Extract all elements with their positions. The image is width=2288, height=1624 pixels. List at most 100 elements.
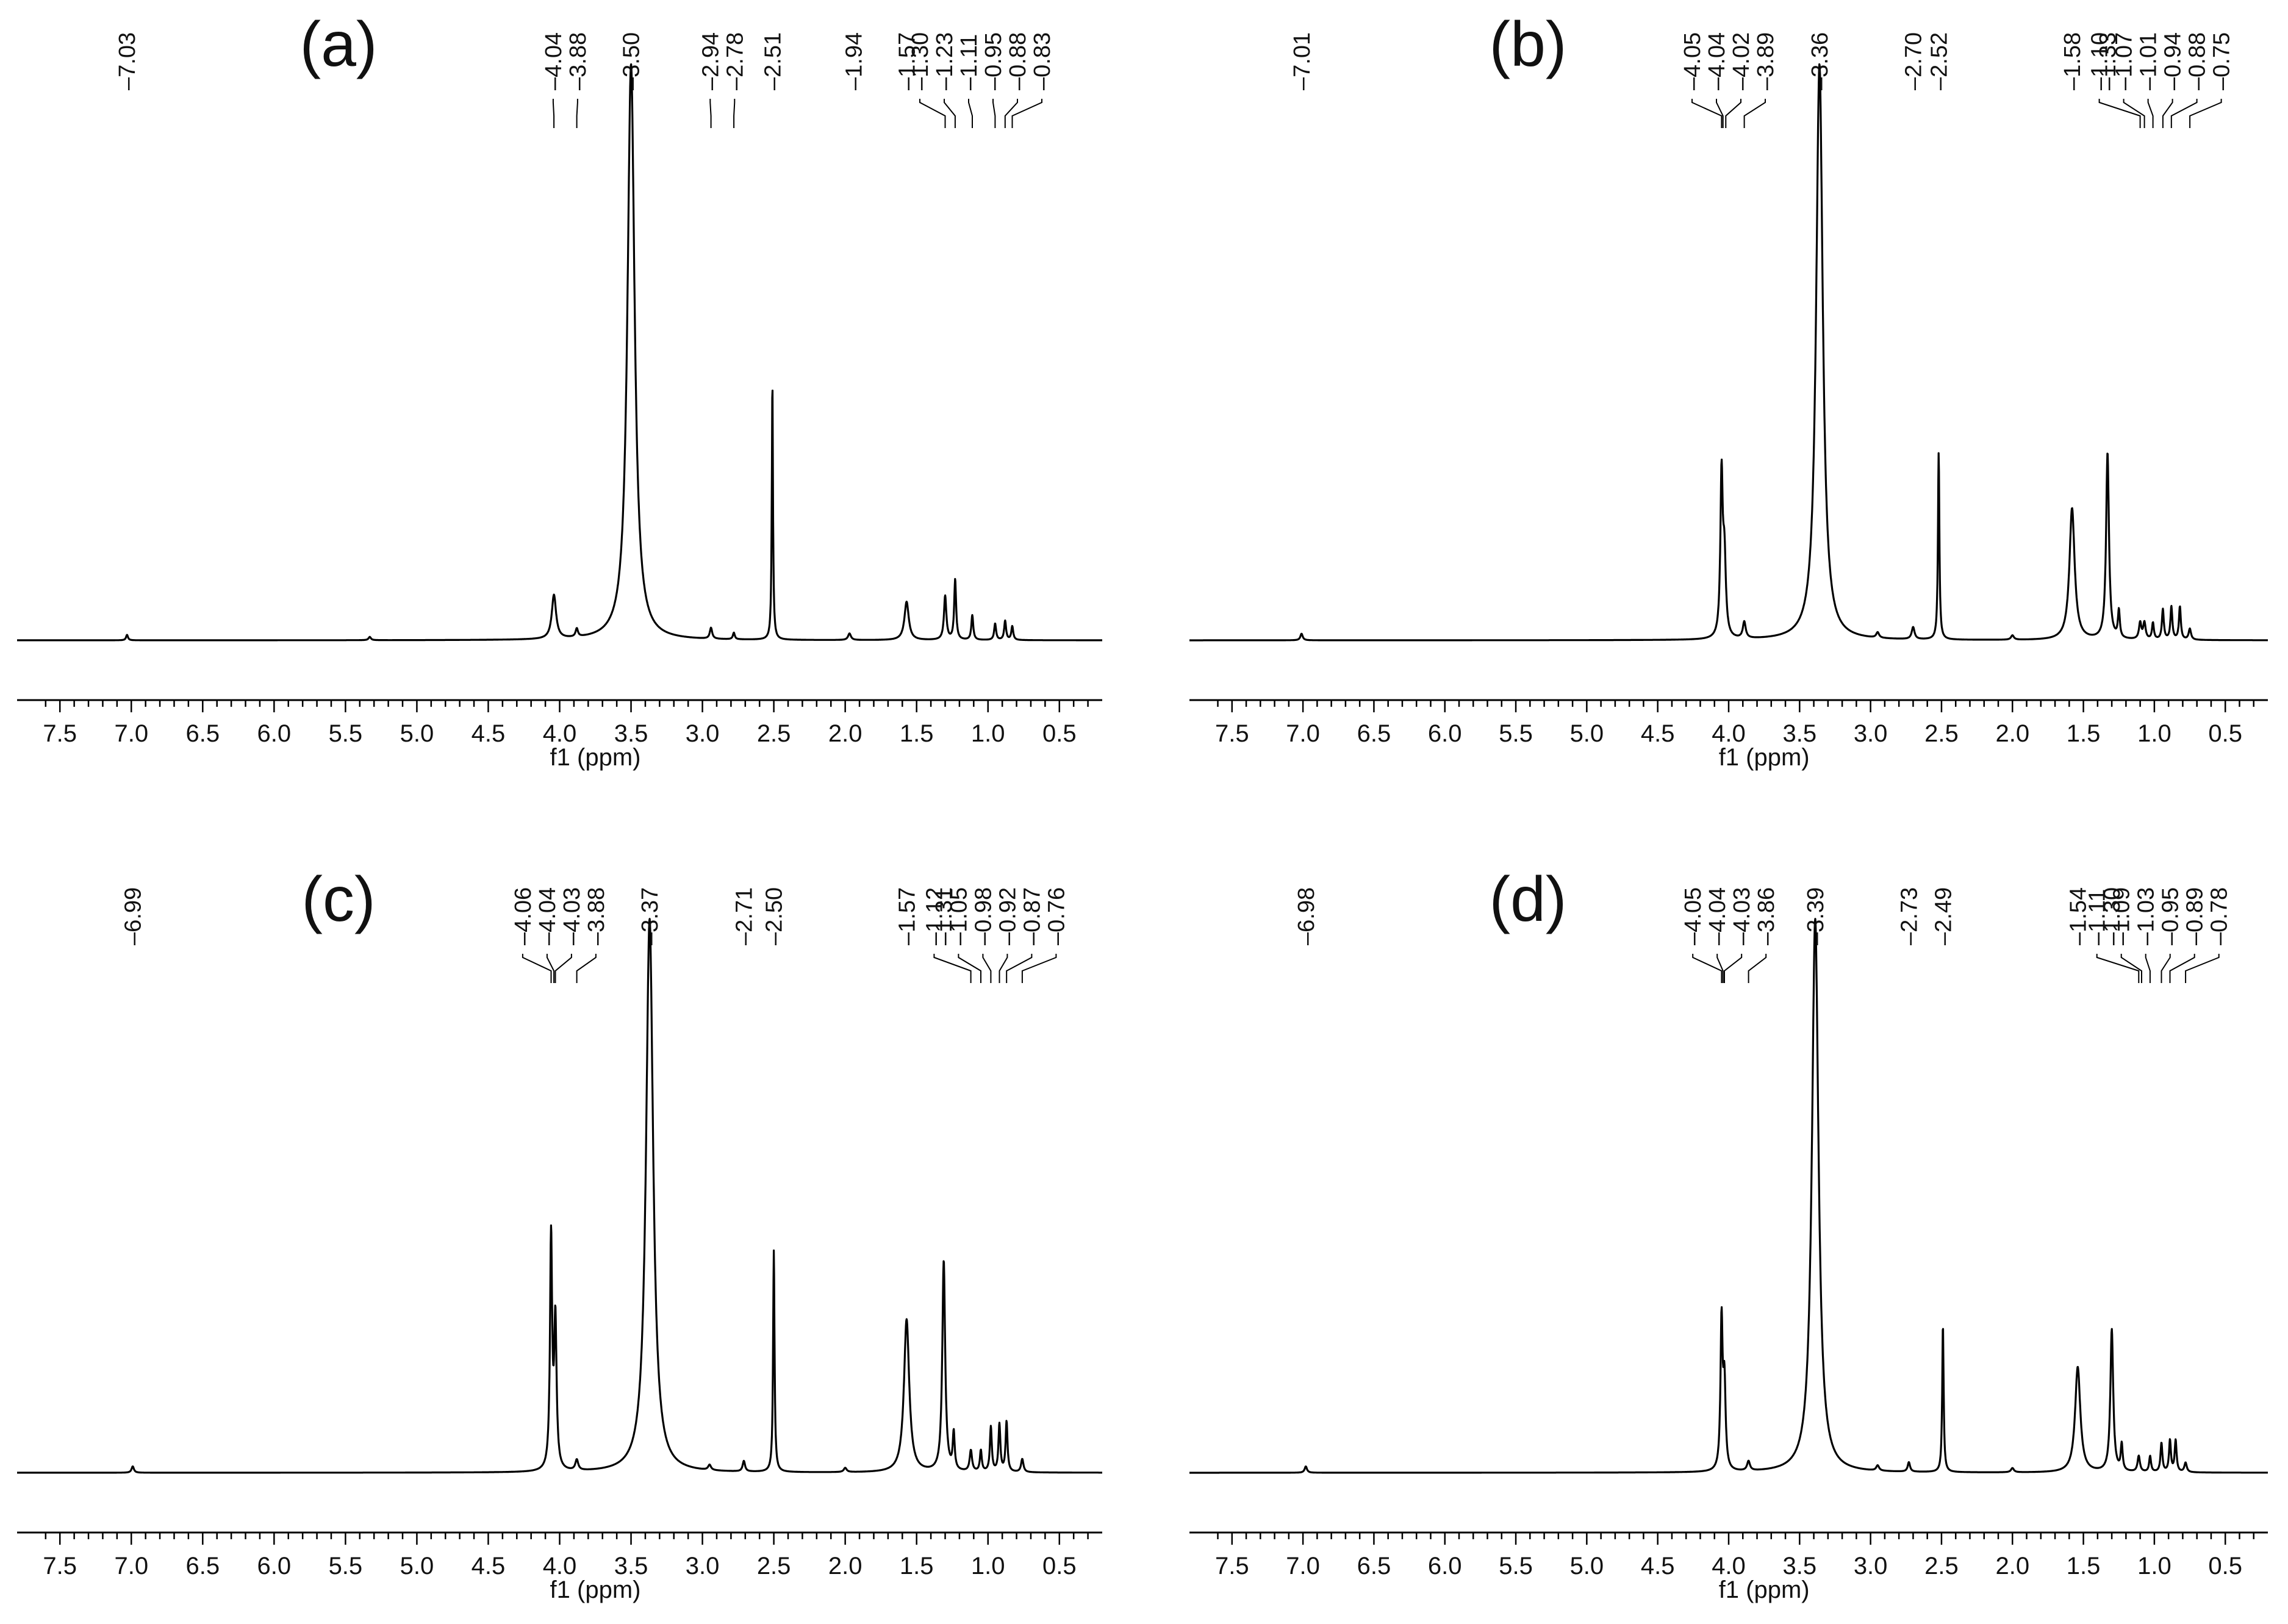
peak-label: –3.86 [1754, 887, 1779, 945]
peak-label: –0.95 [981, 32, 1006, 90]
tick-label: 7.0 [114, 720, 148, 747]
tick-label: 4.0 [543, 1553, 577, 1579]
peak-leader-line [1724, 954, 1743, 983]
x-axis-title: f1 (ppm) [1719, 744, 1810, 771]
tick-label: 0.5 [2208, 1553, 2242, 1579]
peak-label: –1.57 [894, 887, 920, 945]
tick-label: 5.5 [1499, 1553, 1533, 1579]
peak-label: –2.70 [1901, 32, 1926, 90]
tick-label: 7.5 [1215, 1553, 1249, 1579]
tick-label: 6.5 [1357, 720, 1391, 747]
peak-label: –1.33 [2095, 32, 2121, 90]
tick-label: 4.5 [472, 1553, 506, 1579]
peak-label: –6.98 [1294, 887, 1319, 945]
peak-label: –4.03 [1729, 887, 1755, 945]
peak-leader-line [2123, 99, 2145, 128]
peak-labels: –7.01 –4.05–4.04–4.02–3.89 –3.36 –2.70 –2.52… [1289, 32, 2235, 128]
peak-label: –4.04 [1705, 887, 1730, 945]
peak-label: –1.94 [842, 32, 867, 90]
peak-leader-line [546, 954, 555, 983]
peak-label: –1.58 [2060, 32, 2085, 90]
peak-leader-line [1691, 99, 1723, 128]
peak-labels: –7.03 –4.04–3.88 –3.50 –2.94–2.78 –2.51 –1.94… [115, 32, 1055, 128]
peak-label: –0.88 [1005, 32, 1031, 90]
peak-leader-line [1021, 954, 1057, 983]
tick-label: 2.5 [1924, 720, 1959, 747]
tick-label: 0.5 [1042, 720, 1077, 747]
panel-tag: (d) [1489, 864, 1566, 935]
tick-label: 5.0 [1570, 1553, 1604, 1579]
peak-leader-line [2162, 99, 2173, 128]
peak-label: –3.36 [1807, 32, 1833, 90]
x-ticks: 7.5 7.0 6.5 6.0 5.5 5.0 4.5 4.0 3.5 3.0 2.5 2.0 1.5 1… [43, 700, 1089, 747]
spectrum-trace [1188, 63, 2269, 642]
peak-label: –1.11 [956, 34, 982, 90]
tick-label: 3.0 [686, 1553, 720, 1579]
peak-leader-line [1004, 99, 1018, 128]
peak-label: –2.71 [732, 887, 758, 945]
peak-label: –1.01 [2136, 32, 2162, 90]
peak-leader-line [2161, 954, 2171, 983]
peak-label: –0.94 [2161, 32, 2186, 90]
tick-label: 3.5 [614, 1553, 648, 1579]
peak-label: –2.73 [1896, 887, 1922, 945]
peak-label: –0.87 [1019, 887, 1045, 945]
peak-label: –4.02 [1729, 32, 1754, 90]
tick-label: 7.5 [43, 1553, 77, 1579]
x-axis-title: f1 (ppm) [550, 1576, 641, 1603]
tick-label: 6.5 [185, 1553, 220, 1579]
peak-leader-line [2147, 99, 2154, 128]
peak-leader-line [1748, 954, 1767, 983]
peak-label: –3.88 [584, 887, 609, 945]
peak-label: –2.50 [762, 887, 787, 945]
peak-leader-line [522, 954, 552, 983]
tick-label: 6.0 [257, 1553, 292, 1579]
peak-labels: –6.98 –4.05–4.04–4.03–3.86 –3.39 –2.73 –2.49… [1294, 887, 2232, 983]
peak-labels: –6.99 –4.06–4.04–4.03–3.88 –3.37 –2.71 –2.50… [121, 887, 1069, 983]
peak-leader-line [2189, 99, 2222, 128]
peak-label: –7.01 [1289, 32, 1315, 90]
spectrum-trace [16, 918, 1103, 1474]
tick-label: 1.0 [971, 720, 1005, 747]
peak-leader-line [999, 954, 1008, 983]
peak-label: –3.37 [637, 887, 663, 945]
nmr-panel: (a) 7.5 7.0 6.5 6.0 5.5 5.0 4.5 4.0 3.5 3.0 2.5 2.0 1… [16, 9, 1103, 771]
peak-label: –4.05 [1680, 887, 1706, 945]
peak-label: –4.06 [511, 887, 536, 945]
peak-leader-line [1692, 954, 1723, 983]
peak-label: –1.10 [2087, 32, 2113, 90]
tick-label: 3.5 [1783, 720, 1817, 747]
peak-label: –6.99 [121, 887, 146, 945]
peak-label: –1.11 [2085, 889, 2110, 945]
peak-leader-line [1743, 99, 1766, 128]
peak-leader-line [968, 99, 973, 128]
tick-label: 3.5 [1783, 1553, 1817, 1579]
peak-leader-line [1716, 99, 1724, 128]
tick-label: 4.0 [543, 720, 577, 747]
tick-label: 2.0 [1995, 1553, 2029, 1579]
peak-leader-line [576, 954, 597, 983]
peak-label: –4.05 [1680, 32, 1705, 90]
tick-label: 7.5 [43, 720, 77, 747]
tick-label: 6.0 [1428, 720, 1462, 747]
tick-label: 2.5 [757, 1553, 791, 1579]
spectrum-trace [16, 63, 1103, 642]
peak-label: –2.78 [722, 32, 748, 90]
tick-label: 4.5 [472, 720, 506, 747]
nmr-panel: (d) 7.5 7.0 6.5 6.0 5.5 5.0 4.5 4.0 3.5 3.0 2.5 2.0 1… [1188, 864, 2269, 1603]
peak-label: –1.30 [908, 32, 933, 90]
peak-label: –0.89 [2182, 887, 2208, 945]
peak-label: –1.05 [946, 887, 972, 945]
tick-label: 3.0 [1854, 720, 1888, 747]
peak-leader-line [2096, 954, 2140, 983]
peak-label: –0.78 [2207, 887, 2232, 945]
tick-label: 5.0 [400, 1553, 434, 1579]
peak-label: –0.88 [2185, 32, 2211, 90]
peak-leader-line [1006, 954, 1033, 983]
tick-label: 6.5 [185, 720, 220, 747]
tick-label: 1.5 [900, 720, 934, 747]
x-ticks: 7.5 7.0 6.5 6.0 5.5 5.0 4.5 4.0 3.5 3.0 2.5 2.0 1.5 1… [43, 1533, 1089, 1579]
peak-leader-line [554, 954, 572, 983]
tick-label: 7.0 [114, 1553, 148, 1579]
